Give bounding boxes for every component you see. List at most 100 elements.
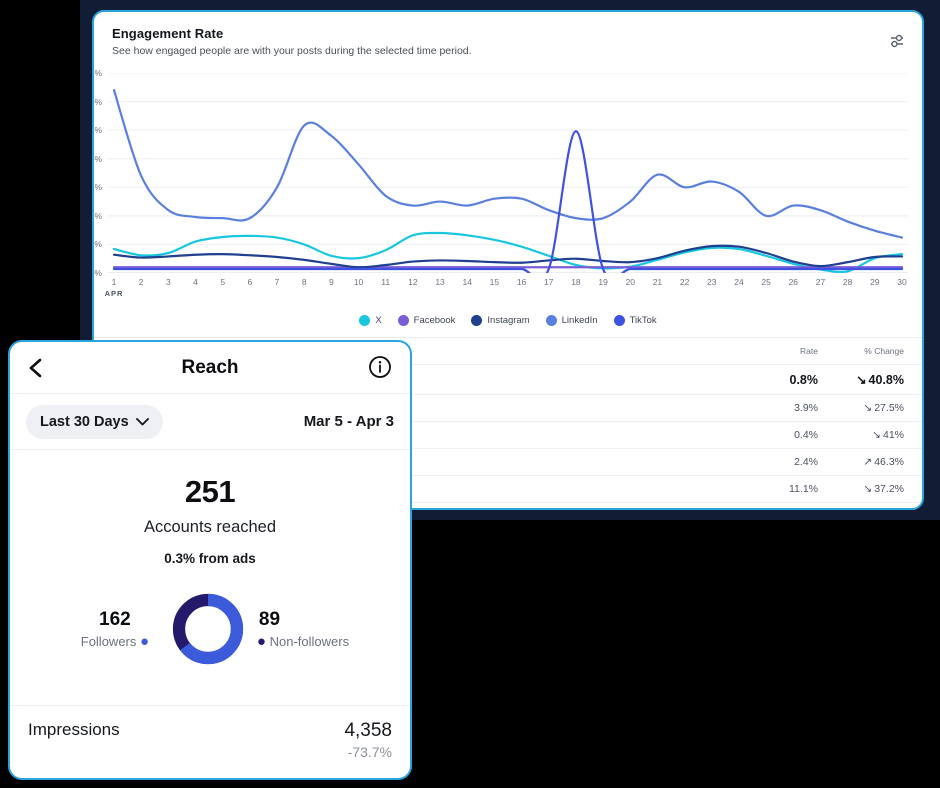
mobile-title: Reach	[181, 356, 239, 378]
x-axis-tick: 2	[138, 277, 144, 287]
table-row[interactable]: 2.4% ↗ 46.3%	[94, 448, 922, 475]
series-line	[114, 246, 902, 268]
x-axis-tick: 19	[598, 277, 608, 287]
chart-legend: X Facebook Instagram LinkedIn TikTok	[94, 309, 922, 331]
card-header: Engagement Rate See how engaged people a…	[94, 12, 922, 67]
followers-stat: 162 Followers ●	[71, 609, 159, 649]
x-axis-tick: 12	[408, 277, 418, 287]
row-rate: 0.8%	[789, 372, 819, 387]
legend-item-tiktok[interactable]: TikTok	[613, 314, 657, 326]
row-change: ↗ 46.3%	[863, 456, 904, 468]
mobile-filter-bar: Last 30 Days Mar 5 - Apr 3	[10, 394, 410, 450]
x-axis-tick: 27	[815, 277, 826, 287]
nonfollowers-label: ● Non-followers	[256, 633, 350, 650]
legend-item-instagram[interactable]: Instagram	[471, 314, 530, 326]
x-axis-tick: 22	[679, 277, 690, 287]
row-change: ↘ 27.5%	[863, 402, 904, 414]
y-axis-tick: 20%	[94, 153, 102, 164]
y-axis-tick: 15%	[94, 182, 102, 193]
series-line	[114, 131, 902, 273]
impressions-change: -73.7%	[347, 744, 392, 760]
table-row[interactable]: 11.1% ↘ 37.2%	[94, 475, 922, 502]
x-axis-tick: 28	[842, 277, 853, 287]
impressions-row[interactable]: Impressions 4,358 -73.7%	[10, 705, 410, 778]
nonfollowers-stat: 89 ● Non-followers	[257, 609, 349, 649]
row-rate: 3.9%	[794, 402, 818, 414]
column-header-rate: Rate	[800, 346, 818, 356]
chart-plot-area	[108, 73, 908, 273]
accounts-reached-label: Accounts reached	[143, 518, 277, 536]
card-subtitle: See how engaged people are with your pos…	[112, 45, 472, 57]
x-axis-tick: 30	[897, 277, 907, 287]
x-axis-tick: 9	[329, 277, 334, 287]
x-axis-tick: 8	[301, 277, 307, 287]
legend-item-x[interactable]: X	[359, 314, 382, 326]
x-axis-tick: 25	[761, 277, 771, 287]
x-axis-tick: 29	[870, 277, 880, 287]
legend-swatch-icon	[397, 314, 409, 326]
legend-label: LinkedIn	[561, 314, 598, 326]
x-axis-tick: 15	[489, 277, 500, 287]
date-range-value: Mar 5 - Apr 3	[303, 413, 394, 430]
x-axis-tick: 14	[462, 277, 472, 287]
nonfollowers-dot-icon: ●	[256, 633, 266, 650]
row-change: ↘ 41%	[872, 429, 904, 441]
date-range-dropdown[interactable]: Last 30 Days	[26, 404, 163, 439]
x-axis-tick: 10	[353, 277, 364, 287]
x-axis-tick: 17	[544, 277, 554, 287]
x-axis-tick: 13	[435, 277, 445, 287]
x-axis-tick: 3	[165, 277, 171, 287]
followers-label: Followers ●	[80, 633, 150, 650]
legend-swatch-icon	[359, 314, 371, 326]
x-axis-tick: 4	[193, 277, 198, 287]
x-axis-tick: 7	[274, 277, 280, 287]
impressions-value: 4,358	[344, 720, 392, 741]
x-axis-tick: 18	[571, 277, 581, 287]
legend-swatch-icon	[545, 314, 557, 326]
followers-dot-icon: ●	[140, 633, 150, 650]
legend-item-linkedin[interactable]: LinkedIn	[545, 314, 598, 326]
table-row[interactable]: 1%↗—	[94, 502, 922, 508]
y-axis-tick: 10%	[94, 210, 102, 221]
row-change: ↘ 37.2%	[863, 483, 904, 495]
followers-value: 162	[99, 609, 131, 630]
legend-label: Facebook	[413, 314, 456, 326]
impressions-label: Impressions	[28, 720, 120, 739]
legend-label: Instagram	[487, 314, 530, 326]
row-rate: 0.4%	[794, 429, 818, 441]
arrow-down-icon: ↘	[863, 483, 873, 495]
legend-swatch-icon	[471, 314, 483, 326]
y-axis-tick: 30%	[94, 96, 102, 107]
series-line	[114, 233, 902, 272]
x-axis-tick: 24	[734, 277, 744, 287]
legend-item-facebook[interactable]: Facebook	[397, 314, 456, 326]
nonfollowers-value: 89	[258, 609, 281, 630]
table-row[interactable]: 3.9% ↘ 27.5%	[94, 394, 922, 421]
reach-mobile-card: Reach Last 30 Days Mar 5 - Apr 3	[8, 340, 412, 780]
impressions-values: 4,358 -73.7%	[344, 720, 392, 760]
info-circle-icon[interactable]	[368, 355, 394, 381]
date-filter-label: Last 30 Days	[40, 413, 129, 430]
chevron-left-icon[interactable]	[24, 355, 50, 381]
x-axis-tick: 11	[381, 277, 391, 287]
legend-label: TikTok	[629, 314, 657, 326]
row-rate: 2.4%	[794, 456, 818, 468]
arrow-down-icon: ↘	[856, 373, 867, 387]
x-axis-tick: 16	[516, 277, 527, 287]
series-line	[114, 90, 902, 237]
arrow-up-icon: ↗	[863, 456, 873, 468]
reach-donut-chart	[172, 593, 244, 665]
y-axis-tick: 35%	[94, 68, 102, 78]
table-row[interactable]: 0.8% ↘ 40.8%	[94, 364, 922, 394]
x-axis-tick: 20	[625, 277, 635, 287]
y-axis-tick: 0%	[94, 268, 102, 278]
x-axis-tick: 26	[788, 277, 799, 287]
chevron-down-icon	[135, 413, 149, 431]
column-header-change: % Change	[864, 346, 904, 356]
table-row[interactable]: 0.4% ↘ 41%	[94, 421, 922, 448]
accounts-reached-value: 251	[184, 474, 236, 509]
sliders-icon[interactable]	[886, 30, 908, 52]
legend-label: X	[375, 314, 382, 326]
x-axis-tick: 21	[652, 277, 663, 287]
